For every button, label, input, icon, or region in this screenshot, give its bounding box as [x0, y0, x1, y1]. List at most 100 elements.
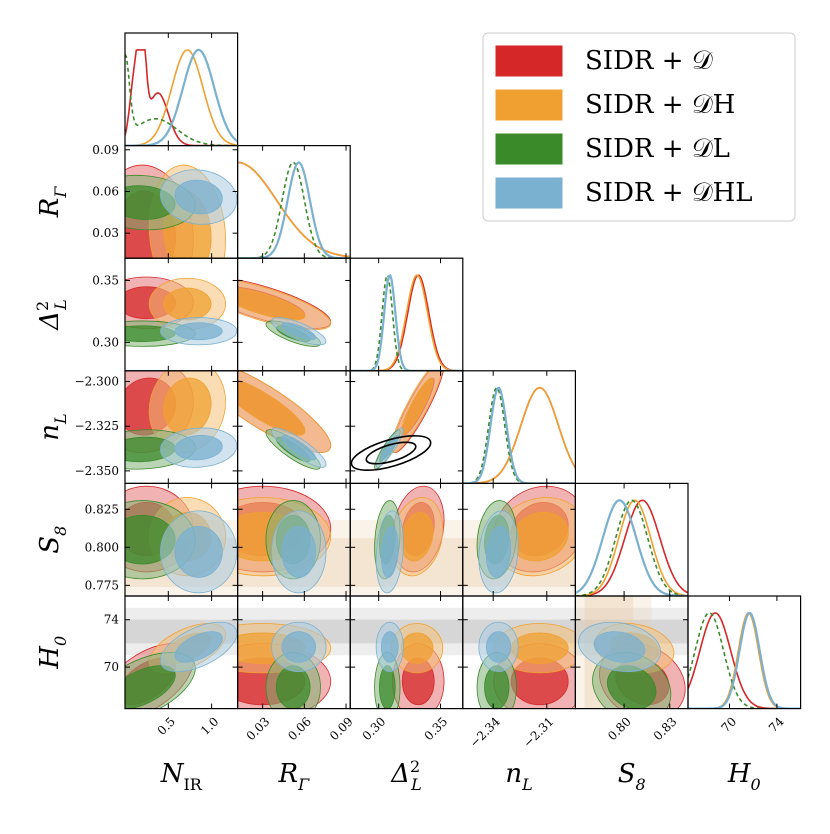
x-tick-label-NIR: 0.5 — [155, 714, 178, 737]
contour-68-D2L-vs-NIR-series-3 — [174, 322, 223, 341]
contour-68-S8-vs-nL-series-3 — [485, 526, 512, 578]
y-axis-label-H0-main: H — [35, 645, 65, 670]
legend-label-series-2: SIDR + 𝒟L — [585, 134, 730, 164]
x-axis-label-nL-main: n — [505, 759, 522, 789]
contour-panel-D2L-vs-RG — [237, 276, 332, 347]
contour-68-H0-vs-nL-series-1 — [510, 632, 569, 664]
marginal-panel-H0 — [688, 611, 801, 709]
contour-68-D2L-vs-NIR-series-1 — [163, 287, 212, 321]
contour-68-H0-vs-nL-series-3 — [485, 631, 512, 663]
x-tick-label-S8: 0.80 — [605, 714, 634, 743]
y-tick-label-S8: 0.800 — [85, 540, 119, 554]
y-axis-label-D2L-sub: L — [51, 299, 70, 311]
legend-swatch-series-2 — [495, 133, 563, 165]
legend: SIDR + 𝒟 SIDR + 𝒟H SIDR + 𝒟L SIDR + 𝒟HL — [482, 32, 796, 222]
contour-panel-D2L-vs-NIR — [125, 276, 238, 347]
legend-swatch-series-0 — [495, 45, 563, 77]
marginal-curve-RG-series-1 — [237, 161, 351, 258]
contour-68-H0-vs-D2L-series-1 — [400, 632, 434, 664]
contour-68-H0-vs-D2L-series-2 — [379, 665, 396, 709]
legend-label-series-1: SIDR + 𝒟H — [585, 90, 735, 120]
marginal-curve-nL-series-3 — [462, 386, 576, 484]
y-axis-label-D2L-main: Δ — [35, 311, 65, 331]
marginal-panel-D2L — [350, 273, 463, 371]
y-axis-label-S8: S8 — [35, 526, 70, 554]
contour-panel-H0-vs-S8 — [578, 621, 686, 709]
x-axis-label-S8: S8 — [618, 759, 646, 794]
marginal-curve-D2L-series-0 — [350, 274, 463, 371]
y-tick-label-RG: 0.09 — [92, 143, 119, 157]
y-tick-label-RG: 0.03 — [92, 226, 119, 240]
x-axis-label-NIR-main: N — [160, 759, 185, 789]
contour-panel-nL-vs-NIR — [125, 370, 238, 470]
x-tick-label-S8: 0.83 — [651, 714, 680, 743]
contour-68-H0-vs-S8-series-3 — [593, 631, 646, 663]
x-tick-label-D2L: 0.30 — [360, 714, 389, 743]
x-axis-label-nL-sub: L — [521, 775, 533, 794]
contour-panel-RG-vs-NIR — [125, 164, 238, 259]
legend-frame — [482, 32, 796, 222]
legend-label-series-0: SIDR + 𝒟 — [585, 46, 713, 76]
y-axis-label-S8-sub: 8 — [51, 526, 70, 536]
contour-68-S8-vs-RG-series-3 — [281, 526, 317, 578]
contour-68-H0-vs-nL-series-2 — [484, 665, 510, 709]
marginal-curve-nL-series-1 — [462, 386, 576, 484]
contour-panel-nL-vs-RG — [237, 370, 332, 470]
lyman-alpha-ellipse-inner — [365, 441, 417, 465]
contour-panel-nL-vs-D2L — [374, 370, 445, 470]
y-tick-label-nL: −2.325 — [75, 419, 119, 433]
contour-68-nL-vs-NIR-series-3 — [174, 435, 223, 461]
x-axis-label-H0-sub: 0 — [751, 775, 761, 794]
y-tick-label-S8: 0.825 — [85, 502, 119, 516]
marginal-curve-nL-series-2 — [462, 386, 576, 484]
contour-panel-S8-vs-NIR — [125, 485, 238, 594]
marginal-curve-RG-series-2 — [237, 161, 351, 259]
contour-panel-H0-vs-D2L — [374, 621, 445, 709]
x-tick-label-RG: 0.06 — [285, 714, 314, 743]
marginal-curve-S8-series-2 — [575, 499, 689, 596]
y-tick-label-H0: 70 — [104, 660, 119, 674]
marginal-curve-RG-series-0 — [237, 161, 351, 258]
contour-68-nL-vs-RG-series-1 — [237, 377, 306, 436]
x-axis-label-S8-main: S — [618, 759, 636, 789]
contour-68-H0-vs-RG-series-2 — [275, 665, 311, 709]
lyman-alpha-ellipse-outer — [350, 435, 432, 471]
legend-swatch-series-3 — [495, 177, 563, 209]
marginal-curve-NIR-series-0 — [125, 49, 238, 146]
y-tick-label-RG: 0.06 — [92, 184, 119, 198]
x-tick-label-D2L: 0.35 — [421, 714, 450, 743]
x-tick-label-RG: 0.03 — [244, 714, 273, 743]
contour-68-D2L-vs-RG-series-3 — [281, 322, 317, 341]
y-axis-label-nL: nL — [35, 413, 70, 440]
y-axis-label-H0-sub: 0 — [51, 636, 70, 646]
x-axis-label-D2L: Δ2 L — [390, 757, 422, 794]
marginal-panel-nL — [462, 386, 576, 484]
y-axis-label-nL-sub: L — [51, 413, 70, 425]
legend-label-series-3: SIDR + 𝒟HL — [585, 178, 753, 208]
x-tick-label-RG: 0.09 — [327, 714, 356, 743]
x-tick-label-H0: 70 — [719, 714, 740, 735]
panel-frame-S8-S8 — [574, 482, 689, 597]
marginal-curve-NIR-series-2 — [125, 53, 238, 146]
legend-swatch-series-1 — [495, 89, 563, 121]
x-axis-label-RG: RΓ — [278, 759, 311, 794]
contour-68-nL-vs-RG-series-3 — [281, 435, 317, 461]
y-axis-label-nL-main: n — [35, 424, 65, 441]
contour-68-S8-vs-NIR-series-3 — [174, 526, 223, 578]
x-axis-label-D2L-main: Δ — [390, 759, 410, 789]
y-tick-label-D2L: 0.30 — [92, 335, 119, 349]
contour-68-H0-vs-RG-series-3 — [281, 631, 317, 663]
x-axis-label-D2L-sup: 2 — [410, 757, 420, 776]
x-axis-label-NIR: NIR — [160, 759, 203, 794]
marginal-panel-NIR — [125, 48, 238, 146]
x-tick-label-nL: −2.31 — [521, 714, 557, 750]
x-axis-label-RG-main: R — [278, 759, 299, 789]
x-axis-label-H0-main: H — [727, 759, 752, 789]
y-axis-label-S8-main: S — [35, 536, 65, 554]
contour-panel-H0-vs-NIR — [125, 621, 238, 709]
y-tick-label-nL: −2.350 — [75, 464, 119, 478]
marginal-panel-RG — [237, 161, 351, 259]
contour-panel-S8-vs-RG — [237, 485, 332, 594]
